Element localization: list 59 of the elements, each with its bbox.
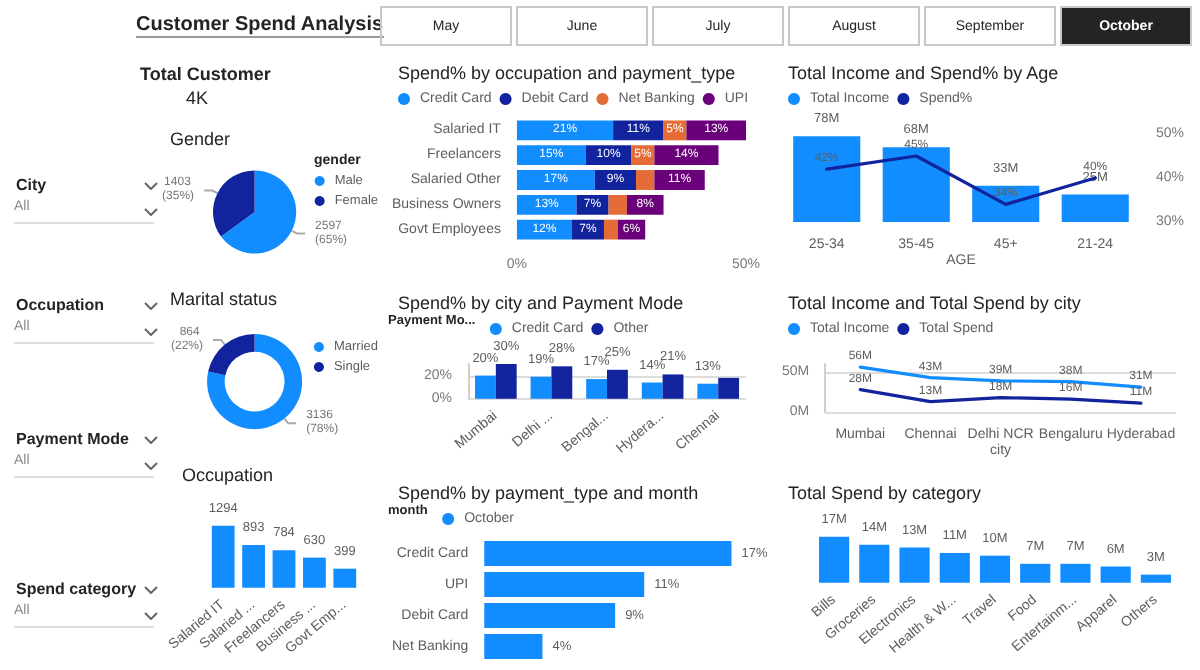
bar: [516, 145, 586, 166]
bar: [516, 120, 614, 141]
text: Customer Spend Analysis: [136, 14, 384, 38]
chart-title: Occupation: [182, 465, 274, 485]
bar: [516, 170, 595, 190]
chart-title: Gender: [170, 129, 231, 149]
bar: [686, 120, 746, 141]
chart-title: Marital status: [170, 289, 279, 309]
text: Occupation: [16, 296, 105, 314]
bar: [654, 170, 705, 190]
bar: [608, 194, 627, 215]
chart-title: Spend% by occupation and payment_type: [398, 63, 736, 83]
text: Total Customer: [140, 64, 271, 84]
bar: [333, 568, 357, 588]
bar: [819, 536, 850, 583]
bar: [1100, 566, 1131, 583]
bar: [662, 374, 684, 399]
text: 4K: [186, 88, 209, 108]
chart-title: Spend% by payment_type and month: [398, 483, 699, 503]
bar: [551, 366, 573, 399]
text: Spend category: [16, 580, 137, 598]
bar: [603, 219, 618, 240]
bar: [1140, 574, 1171, 583]
bar: [697, 383, 719, 399]
bar: [211, 525, 235, 588]
bar: [899, 547, 930, 583]
bar: [859, 544, 890, 583]
bar: [939, 552, 970, 583]
bar: [1061, 194, 1129, 222]
bar: [613, 120, 664, 141]
chart-title: Total Income and Total Spend by city: [788, 293, 1082, 313]
bar: [882, 147, 950, 222]
chart-title: Spend% by city and Payment Mode: [398, 293, 684, 313]
bar: [495, 364, 517, 399]
bar: [303, 557, 326, 588]
bar: [654, 145, 719, 166]
chart-title: Total Income and Spend% by Age: [788, 63, 1059, 83]
bar: [641, 382, 663, 399]
bar: [242, 545, 265, 588]
bar: [1020, 563, 1051, 583]
bar: [272, 550, 296, 588]
bar: [576, 194, 609, 215]
bar: [530, 376, 552, 399]
bar: [718, 377, 740, 399]
bar: [484, 572, 645, 597]
bar: [484, 603, 616, 628]
bar: [607, 369, 628, 399]
bar: [484, 634, 543, 659]
text: City: [16, 176, 47, 194]
bar: [474, 375, 496, 399]
bar: [793, 136, 861, 222]
bar: [979, 555, 1011, 583]
bar: [516, 219, 572, 240]
bar: [586, 379, 608, 399]
bar: [484, 541, 732, 566]
bar: [636, 170, 655, 190]
chart-title: Total Spend by category: [788, 483, 983, 503]
text: Payment Mode: [16, 430, 129, 448]
bar: [1060, 563, 1091, 583]
